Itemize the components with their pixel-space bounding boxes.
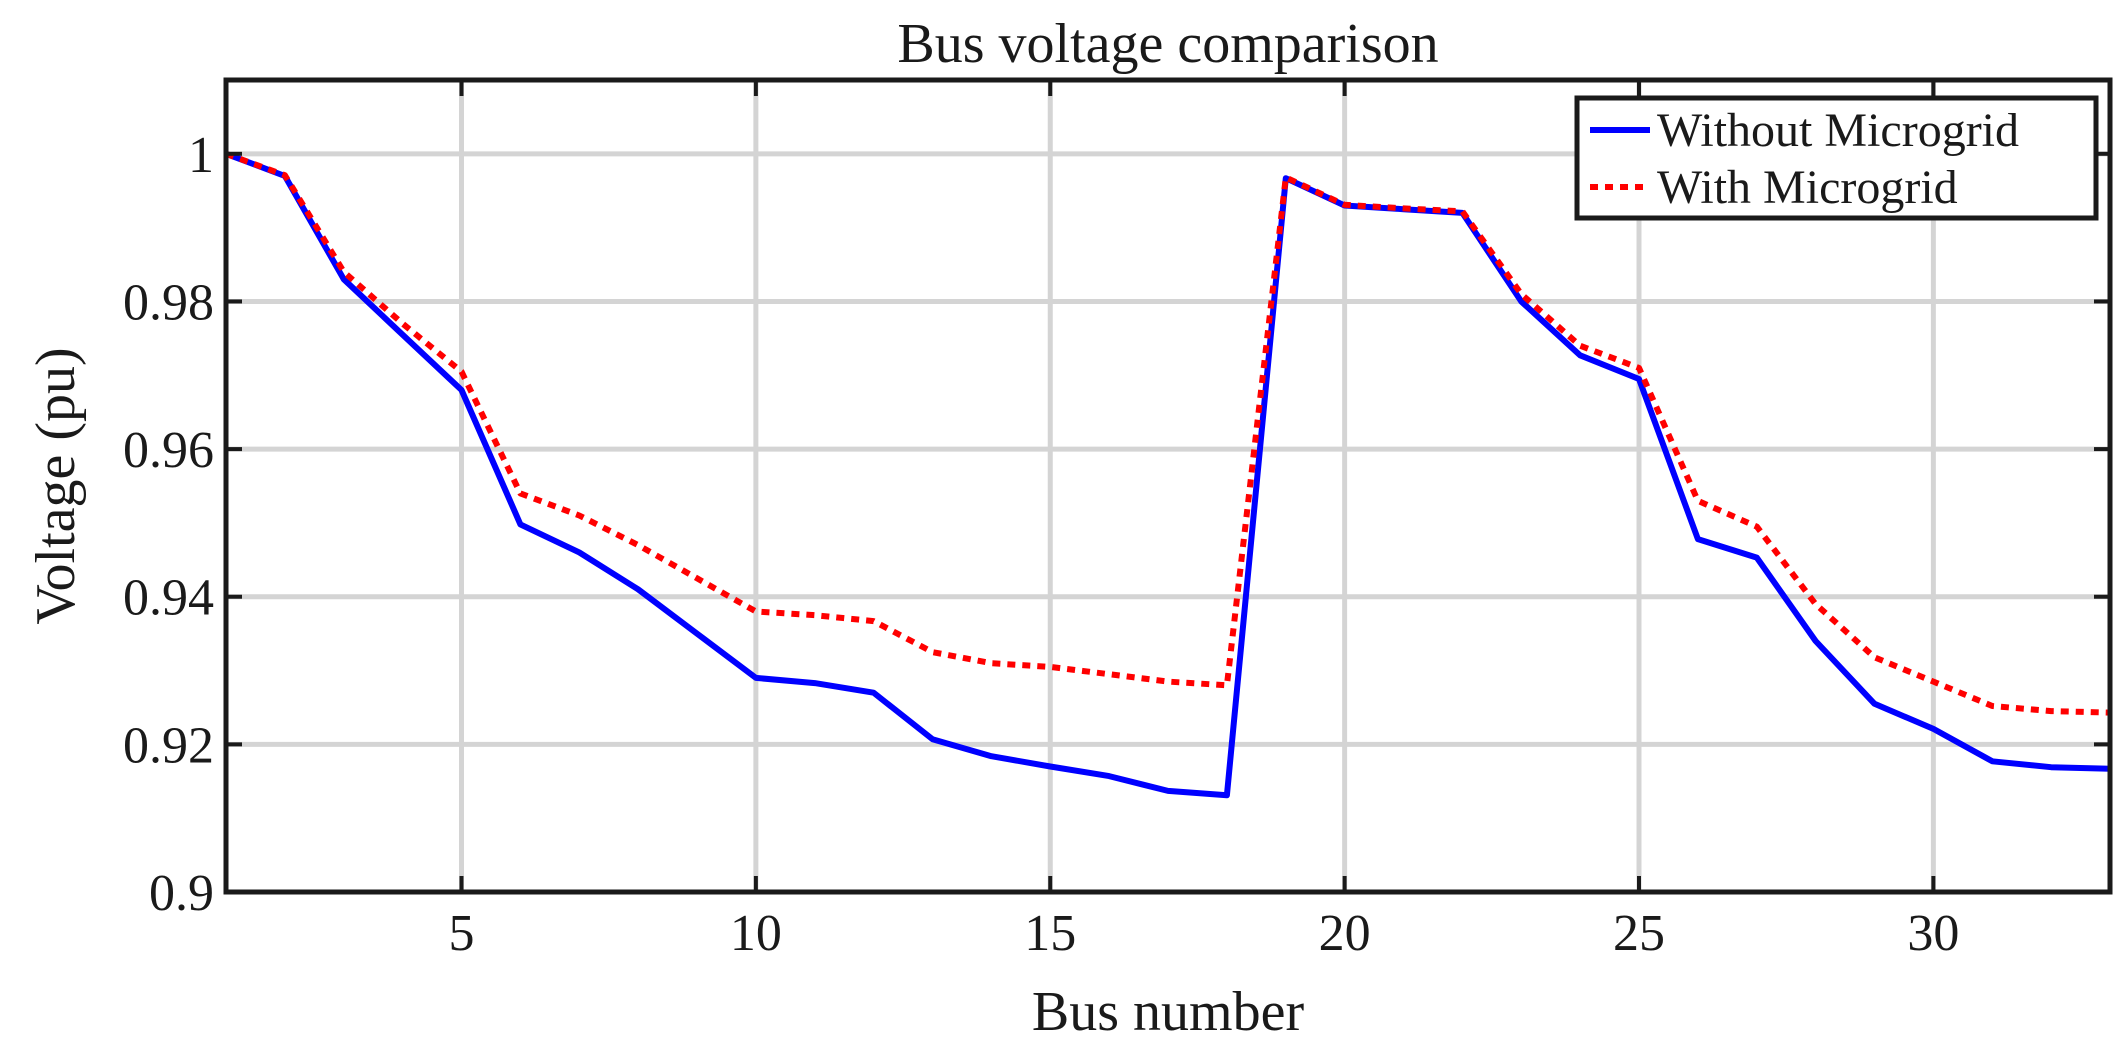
series-line-without-microgrid [224,150,2111,799]
x-tick-label: 15 [1024,905,1076,962]
y-axis-label: Voltage (pu) [25,347,87,624]
x-tick-label: 10 [730,905,782,962]
legend-label-without-microgrid: Without Microgrid [1657,104,2019,157]
x-tick-label: 30 [1907,905,1959,962]
y-tick-label: 0.9 [149,865,214,922]
x-tick-label: 5 [449,905,475,962]
y-tick-label: 0.92 [123,717,214,774]
y-tick-label: 0.96 [123,422,214,479]
x-tick-labels: 5 10 15 20 25 30 [449,905,1960,962]
tick-marks [226,80,2110,894]
legend: Without Microgrid With Microgrid [1574,95,2099,221]
y-tick-label: 1 [188,127,214,184]
x-tick-label: 20 [1319,905,1371,962]
x-axis-label: Bus number [1032,981,1305,1043]
legend-box [1574,95,2099,221]
y-tick-label: 0.98 [123,274,214,331]
y-tick-labels: 0.9 0.92 0.94 0.96 0.98 1 [123,127,214,922]
series-lines [224,150,2111,799]
chart-title: Bus voltage comparison [897,13,1438,75]
x-tick-label: 25 [1613,905,1665,962]
legend-label-with-microgrid: With Microgrid [1657,161,1958,214]
y-tick-label: 0.94 [123,570,214,627]
series-line-with-microgrid [224,150,2111,716]
plot-frame [223,77,2113,895]
